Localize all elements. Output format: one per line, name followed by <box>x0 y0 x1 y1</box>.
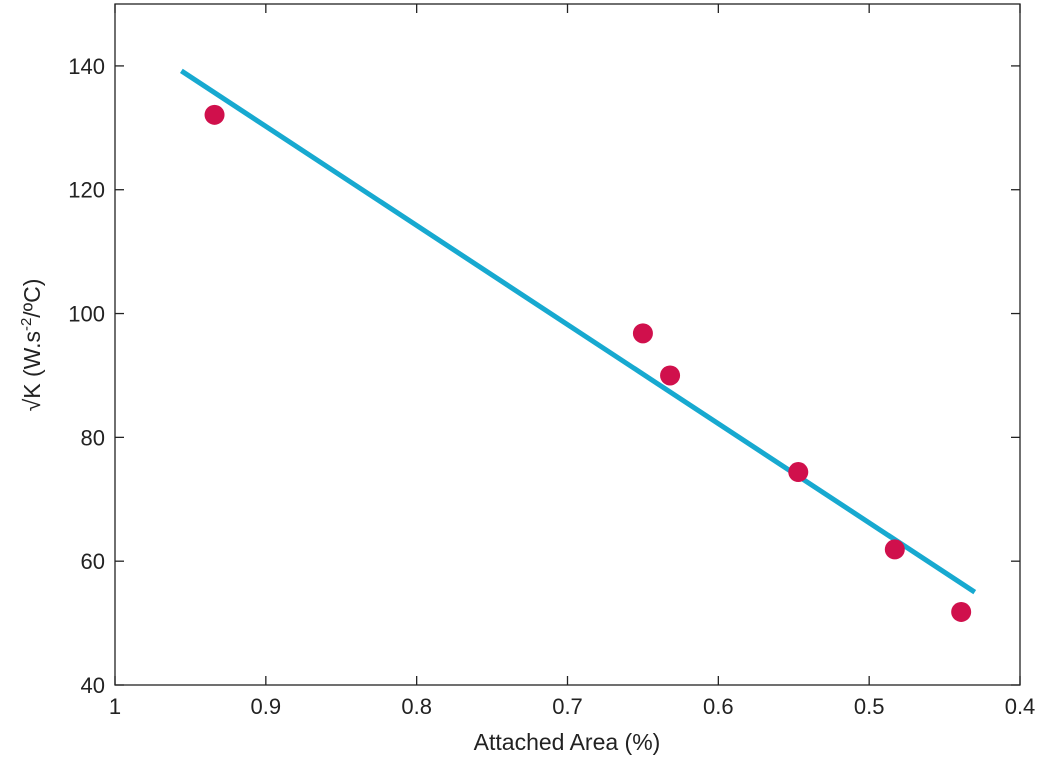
y-axis-label-tail: /ºC) <box>19 279 45 318</box>
data-point <box>884 539 905 560</box>
y-axis-label: √K (W.s-2/ºC) <box>18 279 45 412</box>
y-tick-label: 40 <box>81 673 105 698</box>
y-axis-label-sup: -2 <box>18 318 35 331</box>
data-point <box>204 104 225 125</box>
x-tick-label: 0.7 <box>552 694 583 719</box>
y-tick-label: 60 <box>81 549 105 574</box>
x-tick-label: 0.6 <box>703 694 734 719</box>
x-tick-label: 0.8 <box>401 694 432 719</box>
y-tick-label: 100 <box>68 302 105 327</box>
x-tick-label: 1 <box>109 694 121 719</box>
fit-line <box>179 68 977 595</box>
plot-frame <box>114 3 1021 686</box>
data-point <box>951 601 972 622</box>
x-tick-label: 0.9 <box>251 694 282 719</box>
x-tick-label: 0.4 <box>1005 694 1036 719</box>
data-point <box>788 462 809 483</box>
x-axis-label: Attached Area (%) <box>474 729 661 755</box>
x-tick-label: 0.5 <box>854 694 885 719</box>
y-tick-label: 140 <box>68 54 105 79</box>
y-axis-label-main: √K (W.s <box>19 331 45 411</box>
data-point <box>660 365 681 386</box>
data-point <box>632 323 653 344</box>
y-tick-label: 80 <box>81 425 105 450</box>
y-tick-label: 120 <box>68 178 105 203</box>
